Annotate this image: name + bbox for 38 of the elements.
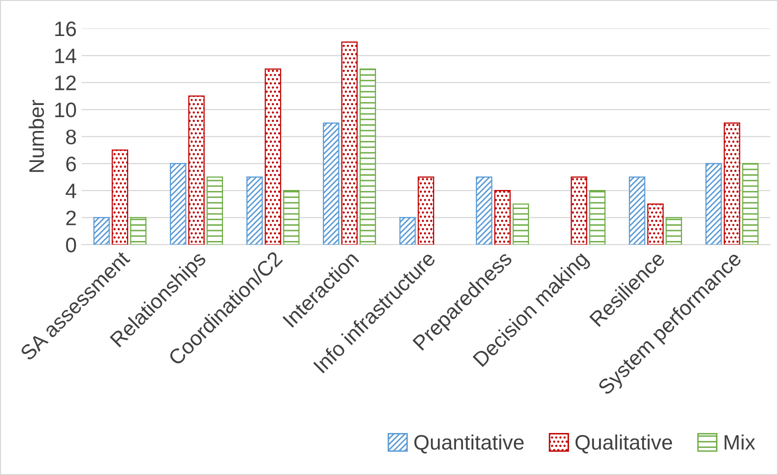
bar xyxy=(322,122,340,245)
bar xyxy=(512,204,530,245)
bar xyxy=(360,68,376,245)
bar xyxy=(188,95,205,245)
bar xyxy=(93,217,110,245)
bar xyxy=(647,204,664,245)
y-tick-label: 16 xyxy=(55,22,76,36)
y-tick-label: 12 xyxy=(55,76,76,90)
y-tick-label: 2 xyxy=(66,210,76,226)
y-tick-label: 14 xyxy=(55,48,76,64)
y-tick-label: 10 xyxy=(55,102,76,118)
bar xyxy=(589,190,606,245)
bar xyxy=(112,150,128,245)
bar xyxy=(476,176,492,245)
bar xyxy=(264,68,282,245)
legend-label: Quantitative xyxy=(414,434,524,454)
legend-label: Qualitative xyxy=(576,434,672,454)
bar xyxy=(742,163,759,245)
bar xyxy=(705,163,722,245)
y-tick-label: 8 xyxy=(66,130,76,144)
bar xyxy=(494,190,511,245)
bar xyxy=(283,190,300,245)
y-axis-title: Number xyxy=(28,100,44,172)
bar xyxy=(628,176,646,245)
y-tick-label: 6 xyxy=(66,156,76,172)
bar xyxy=(170,163,186,245)
bar xyxy=(246,176,263,245)
bar xyxy=(130,217,147,245)
bar xyxy=(570,176,588,245)
y-tick-label: 4 xyxy=(66,184,76,198)
bar xyxy=(724,122,740,245)
bar xyxy=(206,176,224,245)
legend-label: Mix xyxy=(724,434,756,450)
bar xyxy=(399,217,416,245)
y-tick-label: 0 xyxy=(66,238,76,252)
bar xyxy=(341,41,358,245)
bar xyxy=(666,217,682,245)
bar xyxy=(418,176,434,245)
